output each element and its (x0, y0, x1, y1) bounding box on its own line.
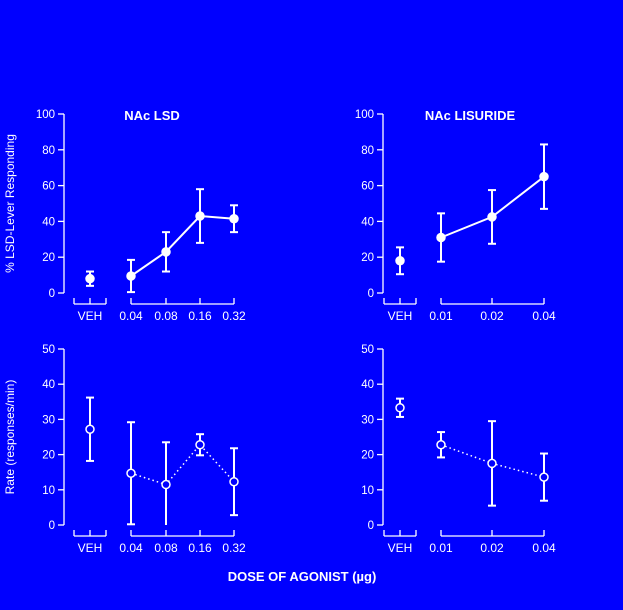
series-line (130, 214, 235, 277)
y-axis-label: % LSD-Lever Responding (3, 134, 17, 273)
data-point (539, 171, 549, 182)
panel-title: NAc LSD (124, 108, 180, 123)
y-tick-label: 80 (42, 145, 55, 157)
x-tick-label: 0.04 (532, 541, 556, 555)
x-tick-label: 0.16 (188, 309, 212, 323)
y-tick-label: 30 (42, 414, 55, 426)
y-tick-label: 0 (368, 520, 374, 532)
y-tick-label: 30 (361, 414, 374, 426)
y-axis-label: Rate (responses/min) (3, 380, 17, 495)
x-tick-label: 0.16 (188, 541, 212, 555)
y-tick-label: 60 (42, 181, 55, 193)
vehicle-point (85, 273, 95, 284)
data-point (126, 271, 136, 281)
x-tick-label: 0.04 (119, 309, 143, 323)
y-tick-label: 40 (42, 216, 55, 228)
data-point (161, 479, 171, 490)
x-tick-label: 0.01 (429, 309, 453, 323)
data-point (539, 472, 549, 482)
y-tick-label: 60 (361, 181, 374, 193)
vehicle-point (395, 256, 405, 266)
y-tick-label: 10 (42, 485, 55, 497)
data-point (436, 232, 446, 243)
vehicle-point (395, 403, 405, 413)
y-tick-label: 20 (361, 252, 374, 264)
data-point (195, 211, 205, 221)
vehicle-tick-label: VEH (388, 309, 413, 323)
y-tick-label: 20 (42, 252, 55, 264)
vehicle-tick-label: VEH (388, 541, 413, 555)
x-tick-label: 0.08 (154, 541, 178, 555)
y-tick-label: 0 (368, 288, 374, 300)
data-point (161, 247, 171, 257)
panel-nac-lisuride-rate: 0 10 20 30 40 50 VEH 0.01 0.02 0.04 (361, 344, 556, 555)
y-tick-label: 20 (42, 450, 55, 462)
y-tick-label: 40 (42, 379, 55, 391)
y-tick-label: 0 (49, 520, 55, 532)
vehicle-tick-label: VEH (78, 309, 103, 323)
data-point (487, 458, 497, 469)
data-point (229, 476, 239, 487)
x-tick-label: 0.08 (154, 309, 178, 323)
y-tick-label: 100 (355, 109, 374, 121)
x-tick-label: 0.01 (429, 541, 453, 555)
x-tick-label: 0.02 (480, 541, 504, 555)
panel-nac-lsd-rate: Rate (responses/min) 0 10 20 30 40 50 VEH 0.04 0.… (3, 344, 246, 555)
y-tick-label: 100 (36, 109, 55, 121)
data-point (126, 468, 136, 479)
x-tick-label: 0.32 (222, 309, 246, 323)
x-tick-label: 0.32 (222, 541, 246, 555)
y-tick-label: 40 (361, 379, 374, 391)
panel-nac-lisuride-responding: NAc LISURIDE 0 20 40 60 80 100 VEH 0.01 0.02 0.04 (355, 108, 556, 323)
data-point (195, 439, 205, 450)
y-tick-label: 50 (42, 344, 55, 356)
y-tick-label: 0 (49, 288, 55, 300)
panel-title: NAc LISURIDE (425, 108, 516, 123)
y-tick-label: 10 (361, 485, 374, 497)
x-axis-label: DOSE OF AGONIST (µg) (228, 569, 377, 584)
data-point (436, 439, 446, 450)
vehicle-point (85, 424, 95, 435)
series-line (130, 443, 235, 486)
y-tick-label: 20 (361, 450, 374, 462)
x-tick-label: 0.04 (532, 309, 556, 323)
y-tick-label: 40 (361, 216, 374, 228)
y-tick-label: 50 (361, 344, 374, 356)
vehicle-tick-label: VEH (78, 541, 103, 555)
y-tick-label: 80 (361, 145, 374, 157)
data-point (229, 213, 239, 224)
x-tick-label: 0.02 (480, 309, 504, 323)
x-tick-label: 0.04 (119, 541, 143, 555)
panel-nac-lsd-responding: NAc LSD % LSD-Lever Responding 0 20 40 60 80 10… (3, 108, 246, 323)
data-point (487, 212, 497, 222)
